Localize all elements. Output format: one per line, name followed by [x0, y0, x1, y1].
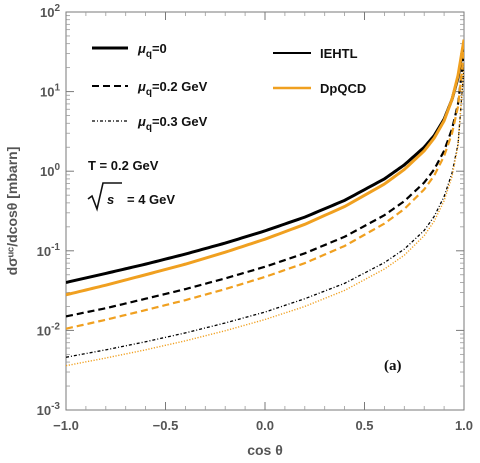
series-line-iehtl-mu-0.2GeV [66, 53, 464, 318]
series-line-iehtl-mu-0.3GeV [66, 67, 464, 358]
legend-mu-symbol: μ [137, 114, 146, 129]
legend-entry-mu-0.3: μq=0.3 GeV [92, 114, 208, 133]
y-axis-title: dσᵘᶜ/dcosθ [mbarn] [4, 147, 20, 276]
sqrt-symbol [87, 182, 122, 212]
legend-mu-symbol: μ [137, 79, 146, 94]
temperature-annotation: T = 0.2 GeV [88, 158, 159, 173]
legend-entry-mu-0.2: μq=0.2 GeV [92, 79, 208, 98]
y-tick-label: 100 [40, 162, 60, 179]
svg-text:μq=0.2 GeV: μq=0.2 GeV [137, 79, 208, 98]
legend-mu-symbol: μ [137, 41, 146, 56]
legend-style: μq=0 μq=0.2 GeV μq=0.3 GeV [92, 41, 208, 133]
svg-text:μq=0: μq=0 [137, 41, 167, 60]
legend-mu-subscript: q [146, 122, 152, 133]
y-tick-label: 101 [40, 83, 60, 100]
x-axis-ticks: −1.0 −0.5 0.0 0.5 1.0 [53, 12, 473, 433]
x-tick-label: 1.0 [455, 418, 473, 433]
legend-mu-subscript: q [146, 49, 152, 60]
x-axis-title: cos θ [247, 442, 283, 458]
legend-mu-value: =0.2 GeV [152, 79, 208, 94]
series-layer [66, 39, 464, 367]
x-tick-label: −0.5 [153, 418, 179, 433]
legend-model: IEHTL DpQCD [273, 46, 366, 96]
y-axis-ticks: 10-3 10-2 10-1 100 101 102 [37, 3, 464, 418]
plot-frame [65, 11, 465, 411]
legend-label-iehtl: IEHTL [320, 46, 358, 61]
svg-text:μq=0.3 GeV: μq=0.3 GeV [137, 114, 208, 133]
series-line-dpqcd-mu-0.2GeV [66, 51, 464, 330]
legend-mu-value: =0.3 GeV [152, 114, 208, 129]
x-tick-label: 0.0 [256, 418, 274, 433]
legend-entry-mu-0: μq=0 [92, 41, 167, 60]
legend-mu-value: =0 [152, 41, 167, 56]
sqrt-s-annotation: s = 4 GeV [87, 182, 175, 212]
legend-mu-subscript: q [146, 87, 152, 98]
panel-label: (a) [384, 358, 402, 374]
legend-label-dpqcd: DpQCD [320, 81, 366, 96]
series-line-dpqcd-mu-0.3GeV [66, 64, 464, 367]
y-tick-label: 10-3 [37, 401, 61, 418]
x-tick-label: 0.5 [355, 418, 373, 433]
x-tick-label: −1.0 [53, 418, 79, 433]
y-tick-label: 10-1 [37, 242, 61, 259]
sqrt-s-value: = 4 GeV [127, 192, 175, 207]
sqrt-s-symbol: s [107, 192, 114, 207]
y-tick-label: 10-2 [37, 321, 61, 338]
y-tick-label: 102 [40, 3, 60, 20]
series-line-dpqcd-mu-0 [66, 39, 464, 297]
